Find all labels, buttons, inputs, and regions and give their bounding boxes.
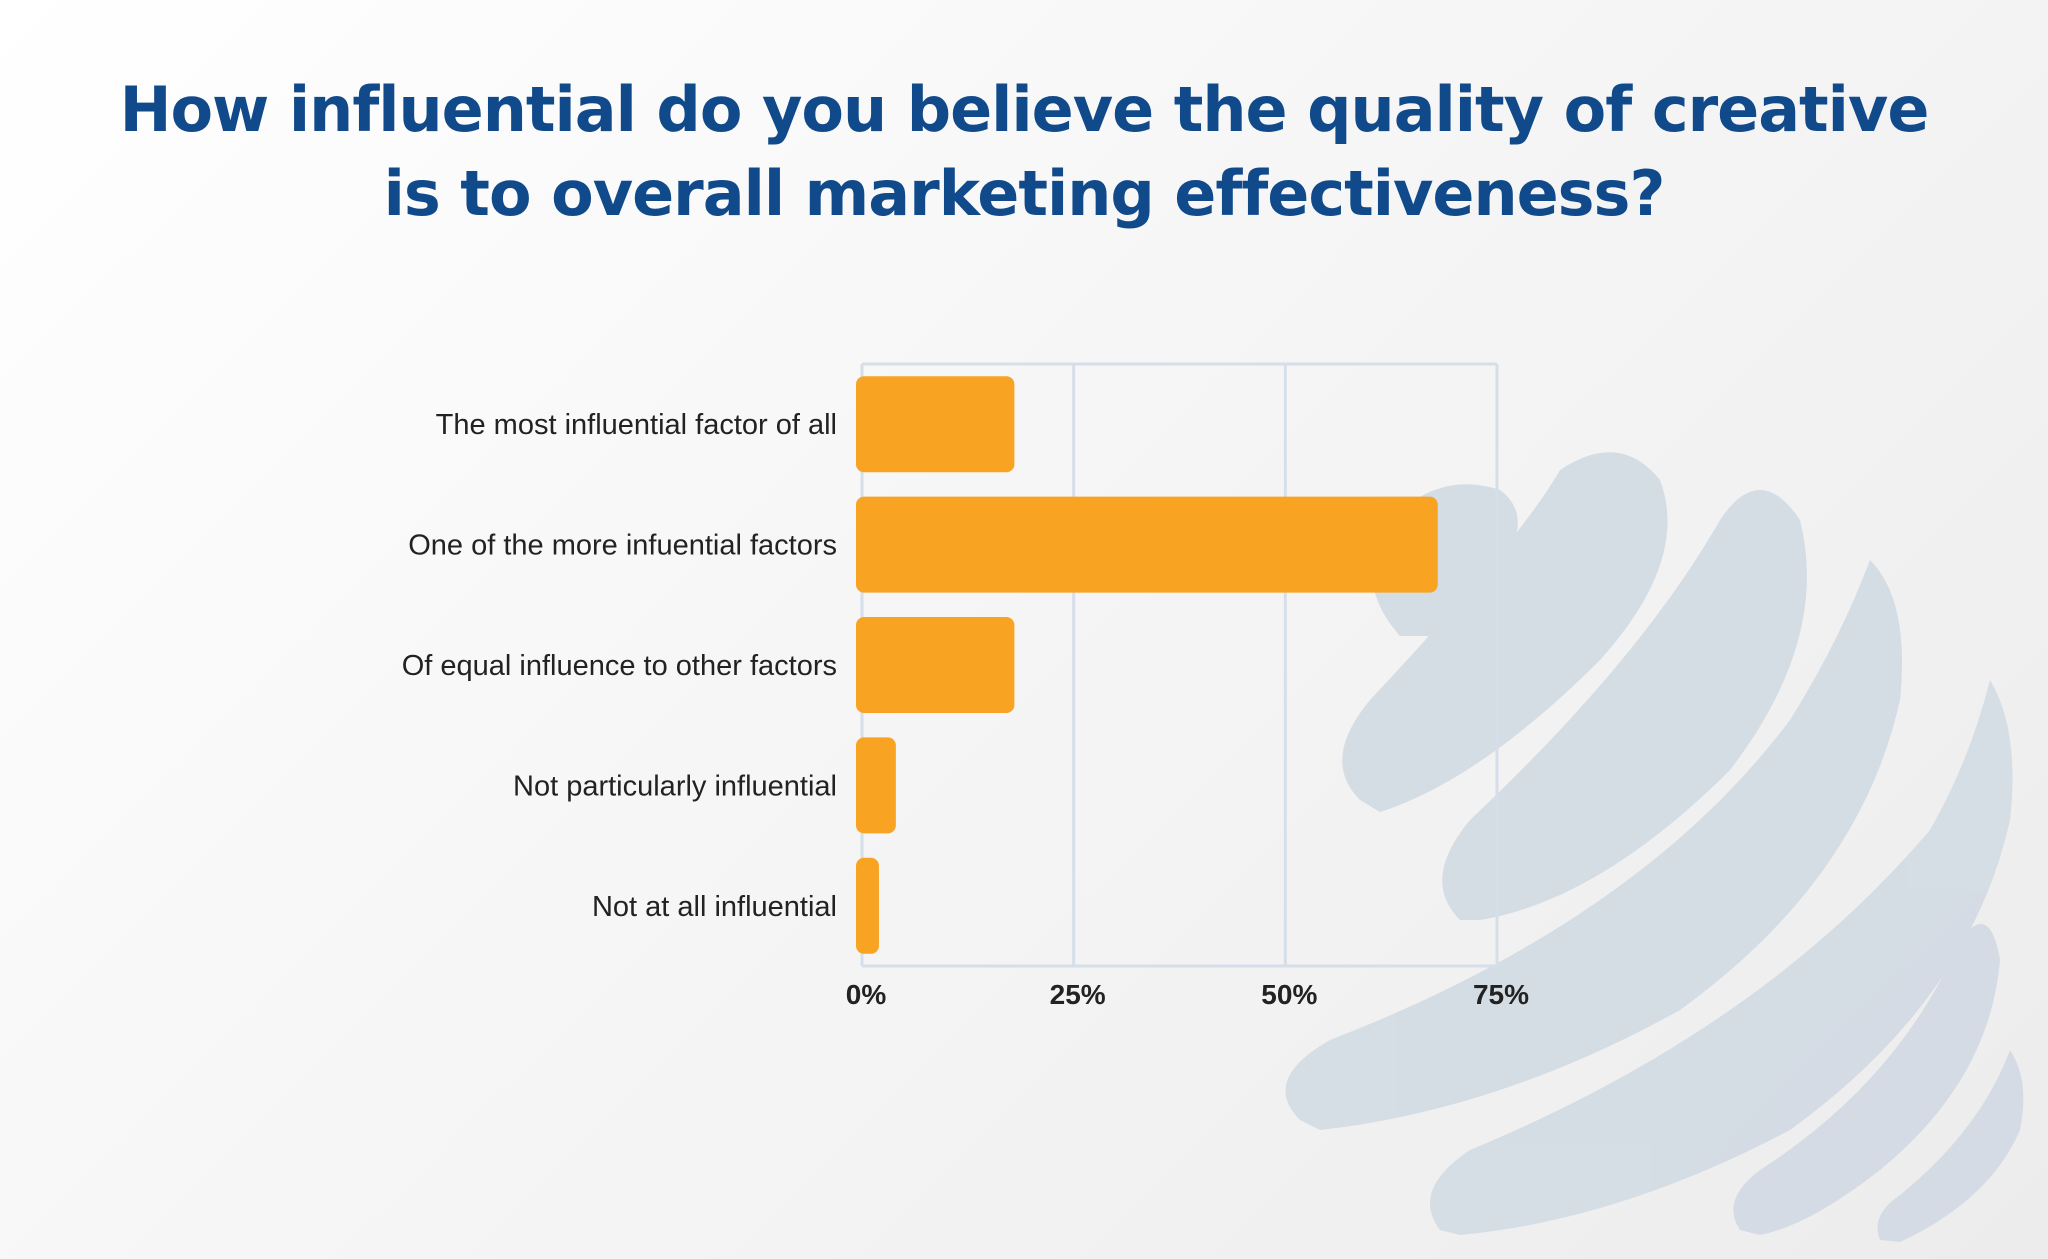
bar <box>856 376 1015 473</box>
chart-title-line-1: How influential do you believe the quali… <box>119 73 1930 146</box>
bar <box>856 857 879 954</box>
x-tick-label: 75% <box>1473 979 1529 1010</box>
chart-title: How influential do you believe the quali… <box>0 68 2048 236</box>
x-tick-label: 50% <box>1261 979 1317 1010</box>
category-label: Not particularly influential <box>513 770 837 802</box>
bar <box>856 496 1438 593</box>
category-label: Of equal influence to other factors <box>402 650 837 682</box>
chart-title-line-2: is to overall marketing effectiveness? <box>383 157 1666 230</box>
x-tick-label: 25% <box>1050 979 1106 1010</box>
category-label: One of the more infuential factors <box>408 530 837 562</box>
bar <box>856 617 1015 713</box>
bar <box>856 737 896 834</box>
category-label: The most influential factor of all <box>436 409 837 441</box>
x-tick-label: 0% <box>846 979 887 1010</box>
category-label: Not at all influential <box>592 891 837 923</box>
